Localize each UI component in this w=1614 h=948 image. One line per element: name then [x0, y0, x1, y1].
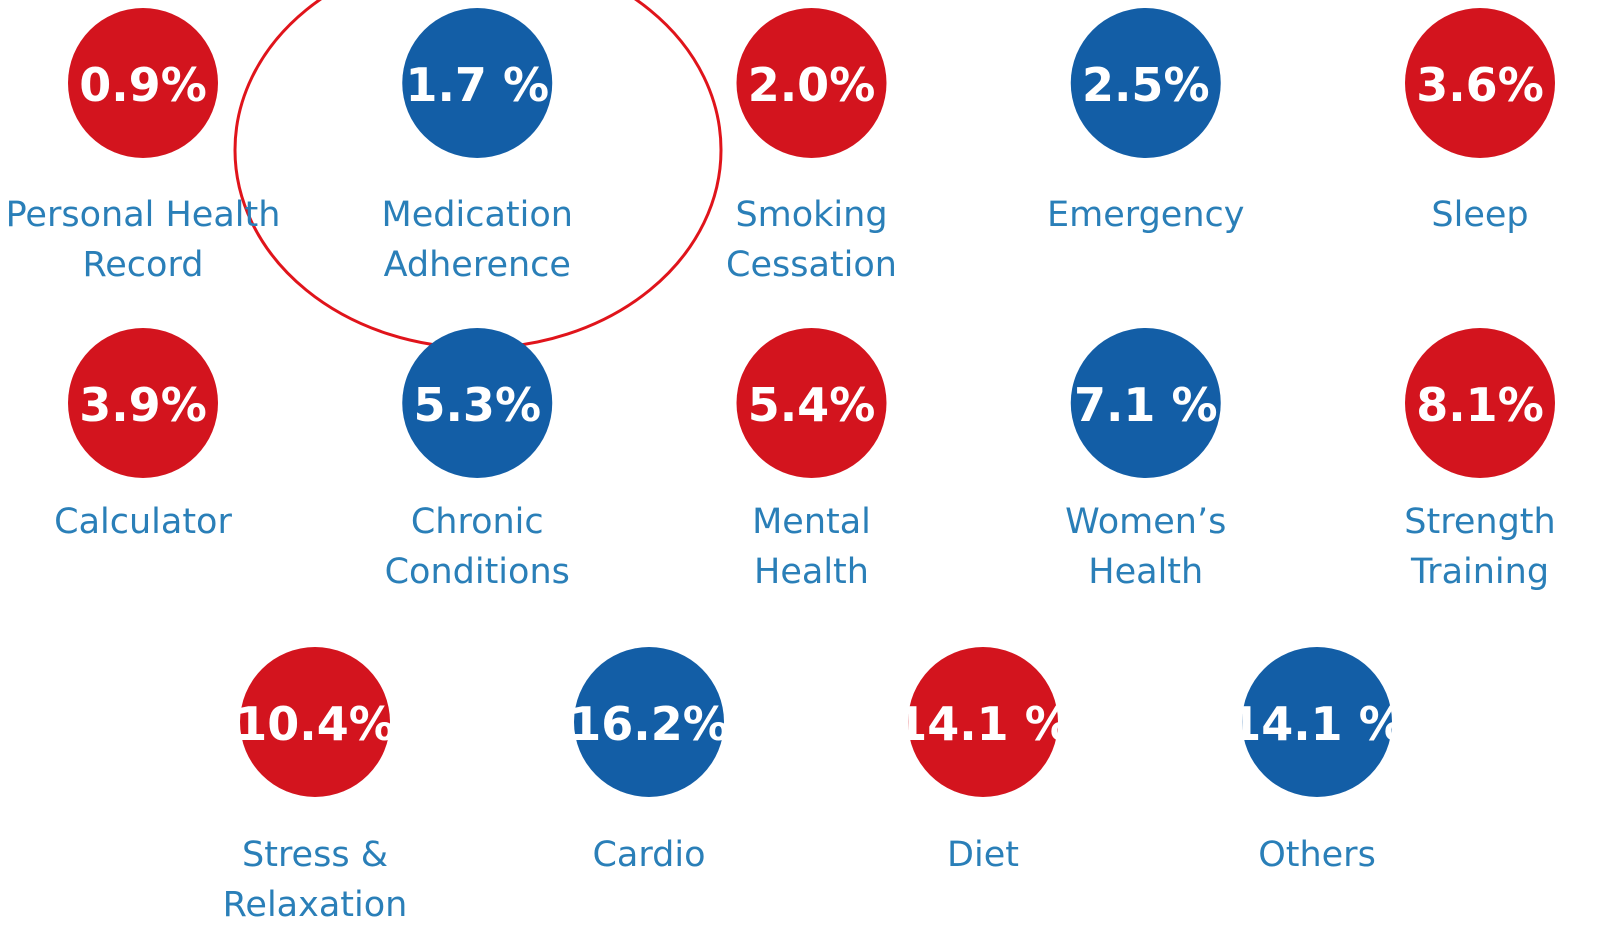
- value-circle: [68, 328, 218, 478]
- value-circle: [908, 647, 1058, 797]
- value-label: 10.4%: [235, 697, 395, 751]
- value-label: 2.0%: [748, 58, 876, 112]
- category-label: Cardio: [592, 835, 706, 875]
- value-circle: [402, 8, 553, 158]
- category-label: Emergency: [1047, 195, 1245, 235]
- value-label: 1.7 %: [405, 58, 549, 112]
- value-label: 3.6%: [1416, 58, 1544, 112]
- value-circle: [1070, 328, 1221, 478]
- value-label: 0.9%: [79, 58, 207, 112]
- category-label: Strength Training: [1404, 502, 1556, 592]
- value-circle: [68, 8, 218, 158]
- value-circle: [1242, 647, 1392, 797]
- category-label: Sleep: [1431, 195, 1529, 235]
- category-label: Smoking Cessation: [726, 195, 897, 285]
- category-label: Stress & Relaxation: [222, 835, 408, 925]
- value-circle: [1405, 328, 1555, 478]
- category-label: Women’s Health: [1065, 502, 1227, 592]
- category-label: Diet: [947, 835, 1019, 875]
- category-label: Mental Health: [752, 502, 871, 592]
- category-label: Personal Health Record: [5, 195, 281, 285]
- category-label: Others: [1258, 835, 1376, 875]
- value-label: 14.1 %: [1229, 697, 1405, 751]
- value-circle: [736, 8, 887, 158]
- category-label: Medication Adherence: [381, 195, 573, 285]
- value-label: 8.1%: [1416, 378, 1544, 432]
- value-circle: [402, 328, 553, 478]
- category-label: Calculator: [54, 502, 232, 542]
- value-circle: [574, 647, 724, 797]
- value-label: 3.9%: [79, 378, 207, 432]
- category-label: Chronic Conditions: [384, 502, 570, 592]
- value-label: 7.1 %: [1074, 378, 1218, 432]
- value-label: 2.5%: [1082, 58, 1210, 112]
- value-label: 14.1 %: [895, 697, 1071, 751]
- value-label: 16.2%: [569, 697, 729, 751]
- value-label: 5.4%: [748, 378, 876, 432]
- value-circle: [736, 328, 887, 478]
- value-circle: [240, 647, 390, 797]
- value-label: 5.3%: [413, 378, 541, 432]
- value-circle: [1405, 8, 1555, 158]
- value-circle: [1070, 8, 1221, 158]
